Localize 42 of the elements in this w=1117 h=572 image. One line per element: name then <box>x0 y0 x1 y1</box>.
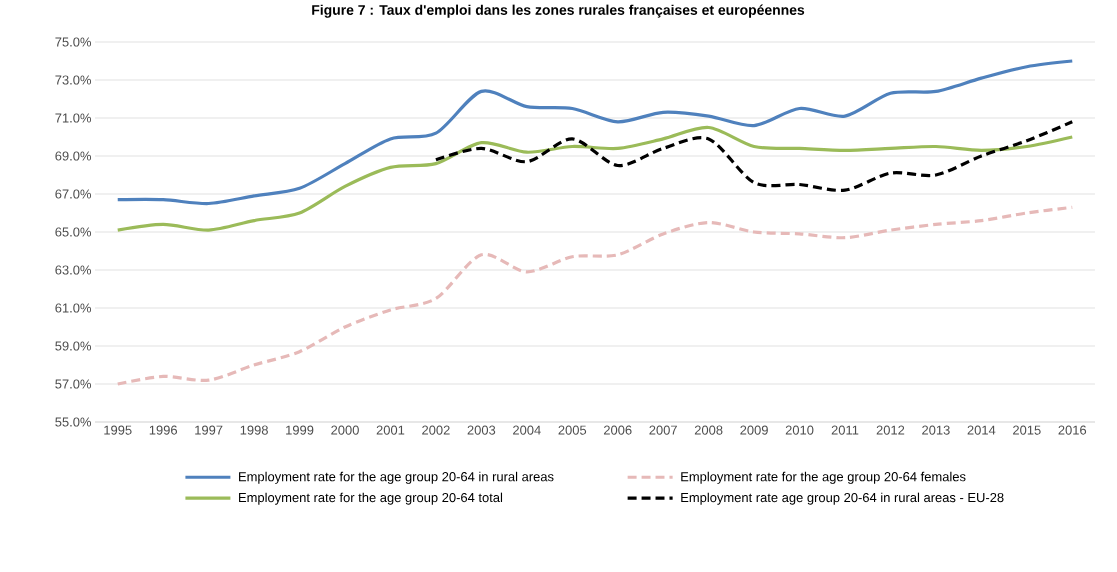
x-tick-label: 1995 <box>104 425 132 435</box>
y-tick-label: 59.0% <box>55 341 92 351</box>
x-tick-label: 2010 <box>785 425 814 435</box>
x-tick-label: 2015 <box>1013 425 1041 435</box>
line-series <box>116 59 1074 206</box>
x-tick-label: 2008 <box>694 425 723 435</box>
x-tick-label: 2003 <box>467 425 496 435</box>
x-tick-label: 2011 <box>831 425 859 435</box>
chart-title: Figure 7 : Taux d'emploi dans les zones rurales françaises et européennes <box>312 4 805 18</box>
y-tick-label: 63.0% <box>55 265 92 275</box>
x-tick-label: 2005 <box>558 425 587 435</box>
line-series <box>116 205 1074 386</box>
x-tick-label: 1999 <box>286 425 314 435</box>
y-tick-label: 73.0% <box>55 75 92 85</box>
legend-label: Employment rate for the age group 20-64 in rural areas <box>239 471 554 484</box>
y-tick-label: 65.0% <box>55 227 92 237</box>
x-tick-label: 2001 <box>376 425 405 435</box>
x-tick-label: 1996 <box>149 425 178 435</box>
x-tick-label: 2016 <box>1058 425 1087 435</box>
x-tick-label: 2014 <box>967 425 996 435</box>
y-tick-label: 75.0% <box>55 37 92 47</box>
y-tick-label: 55.0% <box>55 417 92 427</box>
y-tick-label: 61.0% <box>55 303 92 313</box>
x-tick-label: 1997 <box>195 425 223 435</box>
x-tick-label: 2002 <box>422 425 450 435</box>
legend-label: Employment rate for the age group 20-64 females <box>681 471 966 484</box>
y-tick-label: 69.0% <box>55 151 92 161</box>
x-tick-label: 2009 <box>740 425 768 435</box>
y-tick-label: 71.0% <box>55 113 92 123</box>
x-tick-label: 2007 <box>649 425 677 435</box>
x-tick-label: 2000 <box>331 425 359 435</box>
y-tick-label: 57.0% <box>55 379 92 389</box>
x-tick-label: 2013 <box>922 425 950 435</box>
y-tick-label: 67.0% <box>55 189 92 199</box>
legend-label: Employment rate for the age group 20-64 total <box>239 492 503 505</box>
x-tick-label: 2012 <box>876 425 905 435</box>
line-series <box>116 125 1074 232</box>
x-tick-label: 1998 <box>240 425 268 435</box>
legend-label: Employment rate age group 20-64 in rural areas - EU-28 <box>681 492 1004 505</box>
x-tick-label: 2004 <box>513 425 541 435</box>
x-tick-label: 2006 <box>603 425 632 435</box>
line-series <box>434 120 1074 192</box>
